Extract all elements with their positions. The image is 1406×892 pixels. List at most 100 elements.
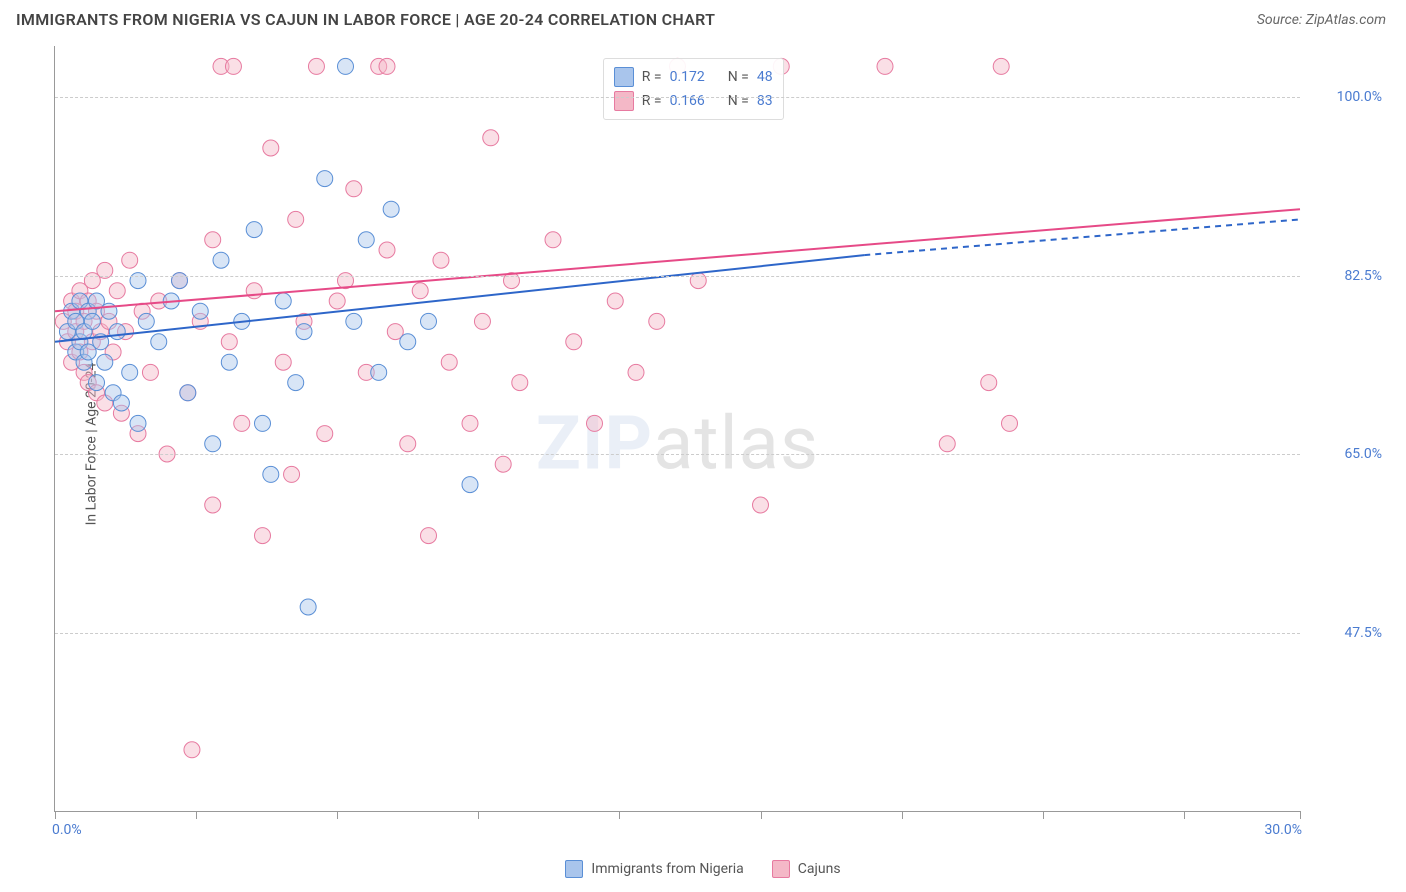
scatter-point	[441, 354, 457, 370]
scatter-point	[512, 375, 528, 391]
trend-line-extrapolated	[864, 219, 1300, 255]
stat-r-label: R =	[642, 93, 662, 109]
chart-source: Source: ZipAtlas.com	[1257, 12, 1386, 28]
legend-swatch-icon	[565, 860, 583, 878]
stat-row: R = 0.172 N = 48	[614, 65, 773, 89]
stat-r-value: 0.172	[670, 69, 705, 85]
scatter-point	[113, 395, 129, 411]
scatter-point	[753, 497, 769, 513]
scatter-point	[462, 477, 478, 493]
scatter-point	[308, 58, 324, 74]
source-prefix: Source:	[1257, 12, 1306, 28]
chart-header: IMMIGRANTS FROM NIGERIA VS CAJUN IN LABO…	[0, 0, 1406, 39]
scatter-point	[1002, 415, 1018, 431]
scatter-point	[545, 232, 561, 248]
scatter-point	[122, 252, 138, 268]
gridline	[55, 276, 1300, 277]
scatter-point	[84, 313, 100, 329]
scatter-point	[109, 283, 125, 299]
scatter-point	[329, 293, 345, 309]
scatter-point	[317, 171, 333, 187]
scatter-point	[109, 324, 125, 340]
scatter-point	[421, 528, 437, 544]
scatter-point	[421, 313, 437, 329]
scatter-point	[255, 415, 271, 431]
scatter-point	[371, 364, 387, 380]
scatter-point	[981, 375, 997, 391]
scatter-point	[221, 354, 237, 370]
scatter-point	[993, 58, 1009, 74]
scatter-point	[607, 293, 623, 309]
scatter-point	[379, 242, 395, 258]
scatter-point	[130, 415, 146, 431]
scatter-point	[246, 222, 262, 238]
scatter-point	[412, 283, 428, 299]
y-tick-label: 65.0%	[1308, 446, 1382, 462]
legend-item-series1: Immigrants from Nigeria	[565, 860, 743, 878]
scatter-point	[184, 742, 200, 758]
scatter-point	[221, 334, 237, 350]
chart-title: IMMIGRANTS FROM NIGERIA VS CAJUN IN LABO…	[16, 10, 715, 29]
scatter-point	[234, 415, 250, 431]
scatter-point	[205, 232, 221, 248]
gridline	[55, 97, 1300, 98]
trend-line	[55, 209, 1300, 311]
scatter-point	[379, 58, 395, 74]
scatter-point	[400, 334, 416, 350]
chart-area: In Labor Force | Age 20-24 ZIPatlas R = …	[16, 46, 1390, 842]
scatter-point	[89, 375, 105, 391]
scatter-point	[495, 456, 511, 472]
scatter-point	[263, 466, 279, 482]
correlation-stat-box: R = 0.172 N = 48R = 0.166 N = 83	[603, 58, 784, 120]
scatter-point	[263, 140, 279, 156]
stat-n-label: N =	[728, 93, 749, 109]
stat-n-value: 48	[757, 69, 773, 85]
scatter-point	[483, 130, 499, 146]
stat-n-value: 83	[757, 93, 773, 109]
y-tick-label: 100.0%	[1308, 89, 1382, 105]
scatter-point	[288, 375, 304, 391]
stat-r-value: 0.166	[670, 93, 705, 109]
bottom-legend: Immigrants from Nigeria Cajuns	[0, 860, 1406, 878]
scatter-point	[474, 313, 490, 329]
scatter-point	[462, 415, 478, 431]
legend-item-series2: Cajuns	[772, 860, 841, 878]
y-tick-label: 47.5%	[1308, 625, 1382, 641]
scatter-point	[205, 436, 221, 452]
scatter-point	[213, 252, 229, 268]
scatter-point	[346, 313, 362, 329]
scatter-point	[877, 58, 893, 74]
scatter-point	[138, 313, 154, 329]
stat-swatch-icon	[614, 91, 634, 111]
scatter-point	[225, 58, 241, 74]
scatter-point	[317, 426, 333, 442]
gridline	[55, 633, 1300, 634]
legend-label: Cajuns	[798, 861, 841, 877]
stat-n-label: N =	[728, 69, 749, 85]
scatter-point	[288, 211, 304, 227]
scatter-point	[205, 497, 221, 513]
x-axis-labels: 0.0% 30.0%	[54, 818, 1300, 842]
scatter-point	[284, 466, 300, 482]
scatter-point	[192, 303, 208, 319]
legend-label: Immigrants from Nigeria	[591, 861, 743, 877]
scatter-point	[338, 58, 354, 74]
stat-swatch-icon	[614, 67, 634, 87]
stat-row: R = 0.166 N = 83	[614, 89, 773, 113]
plot-region: ZIPatlas R = 0.172 N = 48R = 0.166 N = 8…	[54, 46, 1300, 812]
scatter-point	[587, 415, 603, 431]
scatter-point	[939, 436, 955, 452]
scatter-point	[628, 364, 644, 380]
source-name: ZipAtlas.com	[1306, 12, 1386, 28]
scatter-point	[400, 436, 416, 452]
plot-svg	[55, 46, 1300, 811]
stat-r-label: R =	[642, 69, 662, 85]
x-tick	[1300, 811, 1301, 819]
scatter-point	[97, 354, 113, 370]
x-label-end: 30.0%	[1264, 822, 1302, 838]
legend-swatch-icon	[772, 860, 790, 878]
scatter-point	[151, 334, 167, 350]
scatter-point	[255, 528, 271, 544]
scatter-point	[246, 283, 262, 299]
scatter-point	[358, 232, 374, 248]
